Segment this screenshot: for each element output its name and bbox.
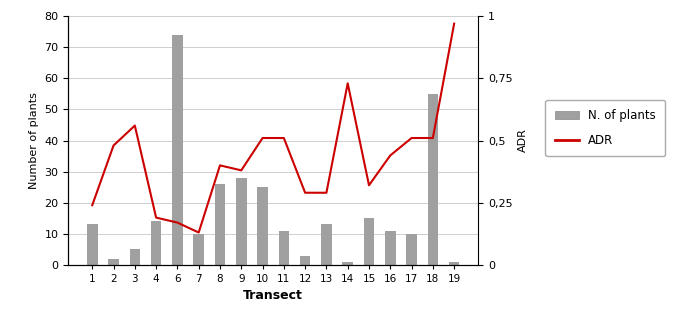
ADR [130, 124, 139, 128]
Bar [236, 178, 247, 265]
ADR [344, 81, 352, 85]
ADR [301, 191, 309, 195]
ADR [322, 191, 331, 195]
Bar [300, 255, 311, 265]
ADR [173, 221, 182, 224]
Bar [406, 234, 417, 265]
ADR [429, 136, 437, 140]
Line: ADR: ADR [92, 24, 454, 233]
Bar [87, 224, 98, 265]
Bar [449, 262, 460, 265]
Legend: N. of plants, ADR: N. of plants, ADR [546, 100, 665, 156]
ADR [195, 231, 203, 234]
ADR [237, 168, 245, 172]
Bar [428, 94, 438, 265]
Bar [172, 35, 183, 265]
Bar [214, 184, 225, 265]
Y-axis label: ADR: ADR [518, 129, 528, 152]
Bar [363, 218, 374, 265]
Bar [321, 224, 332, 265]
Bar [342, 262, 353, 265]
ADR [152, 216, 161, 220]
ADR [450, 22, 458, 26]
Bar [151, 221, 161, 265]
Bar [279, 231, 289, 265]
Bar [385, 231, 395, 265]
Bar [130, 249, 140, 265]
ADR [280, 136, 288, 140]
Bar [257, 187, 268, 265]
X-axis label: Transect: Transect [243, 289, 303, 302]
Bar [108, 259, 119, 265]
Bar [193, 234, 204, 265]
ADR [386, 153, 394, 157]
ADR [216, 163, 224, 167]
ADR [258, 136, 266, 140]
ADR [408, 136, 416, 140]
ADR [109, 143, 117, 147]
ADR [88, 203, 96, 207]
ADR [365, 183, 373, 187]
Y-axis label: Number of plants: Number of plants [29, 92, 39, 189]
